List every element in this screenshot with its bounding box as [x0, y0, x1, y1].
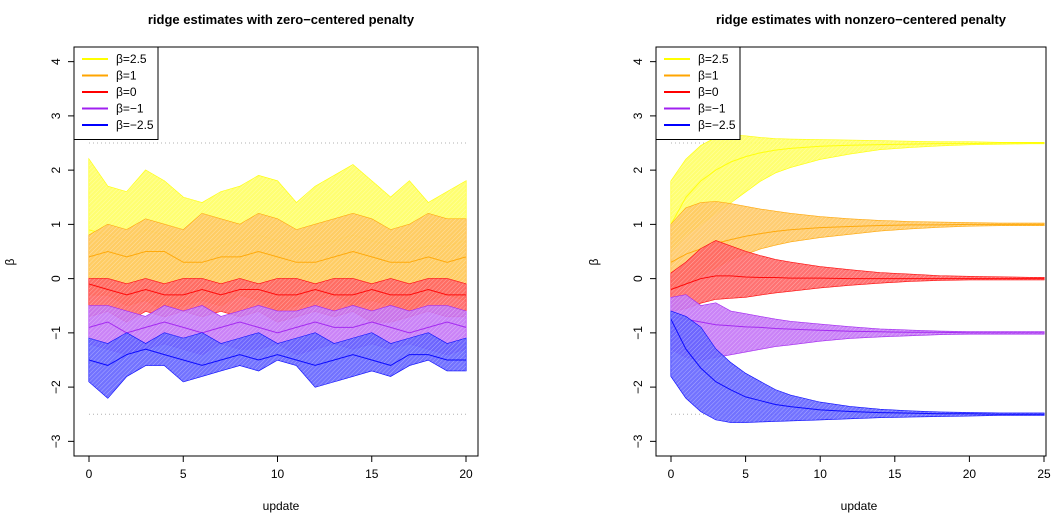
panel-zero-centered: ridge estimates with zero−centered penal… — [3, 12, 479, 513]
y-tick-label: 3 — [631, 112, 645, 119]
y-tick-label: −2 — [631, 380, 645, 394]
legend-label: β=0 — [698, 85, 719, 99]
mean-line — [88, 348, 466, 366]
x-tick-label: 20 — [459, 467, 473, 481]
x-tick-label: 20 — [963, 467, 977, 481]
x-tick-label: 0 — [86, 467, 93, 481]
mean-line — [670, 316, 1044, 334]
plot-area: 0 5 10 15 20 −3 −2 −1 0 1 2 3 4 β=2.5 β=1 β=0 β=−1 β=−2.5 — [49, 46, 479, 481]
x-tick-label: 10 — [271, 467, 285, 481]
x-tick-label: 0 — [668, 467, 675, 481]
band-hatch — [671, 134, 1044, 252]
legend-label: β=−1 — [698, 102, 726, 116]
chart-title: ridge estimates with zero−centered penal… — [148, 12, 415, 27]
y-tick-label: 3 — [49, 112, 63, 119]
legend-label: β=2.5 — [698, 52, 729, 66]
legend-label: β=−1 — [116, 102, 144, 116]
y-tick-label: −2 — [49, 380, 63, 394]
mean-line — [670, 142, 1044, 225]
mean-line — [670, 275, 1044, 290]
x-tick-label: 5 — [180, 467, 187, 481]
plot-area: 0 5 10 15 20 25 −3 −2 −1 0 1 2 3 4 β=2.5 β=1 β=0 β=−1 β=−2… — [631, 46, 1051, 481]
y-axis-label: β — [587, 258, 601, 265]
y-tick-label: 0 — [631, 275, 645, 282]
y-tick-label: −3 — [631, 434, 645, 448]
x-tick-label: 10 — [814, 467, 828, 481]
band-hatch — [671, 311, 1044, 423]
legend-label: β=1 — [116, 69, 137, 83]
legend-label: β=0 — [116, 85, 137, 99]
y-tick-label: 4 — [49, 58, 63, 65]
band-hatch — [671, 240, 1044, 312]
y-tick-label: −1 — [631, 326, 645, 340]
x-tick-label: 25 — [1037, 467, 1051, 481]
x-axis-label: update — [263, 499, 300, 513]
mean-line — [88, 321, 467, 334]
band-hatch — [671, 201, 1044, 290]
y-tick-label: 2 — [49, 166, 63, 173]
legend-label: β=2.5 — [116, 52, 147, 66]
y-tick-label: 0 — [49, 275, 63, 282]
y-tick-label: −1 — [49, 326, 63, 340]
mean-line — [88, 283, 466, 296]
band-hatch — [89, 332, 466, 398]
panel-nonzero-centered: ridge estimates with nonzero−centered pe… — [587, 12, 1051, 513]
y-tick-label: 2 — [631, 166, 645, 173]
x-tick-label: 15 — [888, 467, 902, 481]
x-tick-label: 5 — [742, 467, 749, 481]
chart-title: ridge estimates with nonzero−centered pe… — [716, 12, 1007, 27]
x-tick-label: 15 — [365, 467, 379, 481]
mean-line — [670, 319, 1044, 415]
plot-frame — [655, 46, 1047, 457]
y-axis-label: β — [3, 258, 17, 265]
plot-frame — [73, 46, 479, 457]
mean-line — [88, 250, 467, 263]
y-tick-label: 1 — [631, 221, 645, 228]
y-tick-label: 1 — [49, 221, 63, 228]
band-hatch — [671, 294, 1044, 360]
legend-label: β=−2.5 — [698, 118, 736, 132]
legend-label: β=−2.5 — [116, 118, 154, 132]
legend-label: β=1 — [698, 69, 719, 83]
x-axis-label: update — [841, 499, 878, 513]
y-tick-label: 4 — [631, 58, 645, 65]
y-tick-label: −3 — [49, 434, 63, 448]
